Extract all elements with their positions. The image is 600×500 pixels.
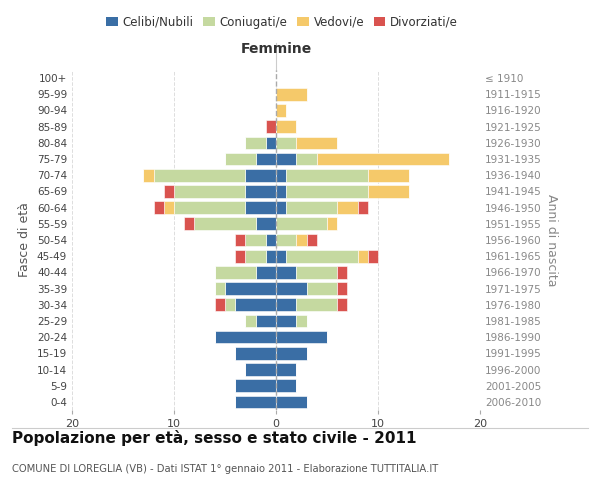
- Bar: [307, 282, 337, 295]
- Bar: [337, 266, 347, 278]
- Bar: [266, 234, 276, 246]
- Bar: [215, 266, 256, 278]
- Bar: [296, 234, 307, 246]
- Text: COMUNE DI LOREGLIA (VB) - Dati ISTAT 1° gennaio 2011 - Elaborazione TUTTITALIA.I: COMUNE DI LOREGLIA (VB) - Dati ISTAT 1° …: [12, 464, 438, 474]
- Bar: [286, 185, 368, 198]
- Bar: [225, 152, 256, 166]
- Bar: [215, 331, 276, 344]
- Bar: [245, 136, 266, 149]
- Bar: [235, 250, 245, 262]
- Bar: [143, 169, 154, 181]
- Legend: Celibi/Nubili, Coniugati/e, Vedovi/e, Divorziati/e: Celibi/Nubili, Coniugati/e, Vedovi/e, Di…: [101, 11, 463, 34]
- Bar: [276, 169, 286, 181]
- Bar: [276, 152, 296, 166]
- Bar: [266, 250, 276, 262]
- Bar: [276, 380, 296, 392]
- Bar: [256, 218, 276, 230]
- Bar: [235, 396, 276, 408]
- Text: Popolazione per età, sesso e stato civile - 2011: Popolazione per età, sesso e stato civil…: [12, 430, 416, 446]
- Bar: [235, 380, 276, 392]
- Bar: [235, 298, 276, 311]
- Bar: [266, 120, 276, 133]
- Bar: [317, 152, 449, 166]
- Bar: [276, 88, 307, 101]
- Bar: [235, 347, 276, 360]
- Bar: [337, 202, 358, 214]
- Bar: [296, 152, 317, 166]
- Bar: [327, 218, 337, 230]
- Bar: [245, 234, 266, 246]
- Bar: [256, 266, 276, 278]
- Bar: [276, 234, 296, 246]
- Bar: [296, 314, 307, 328]
- Bar: [184, 218, 194, 230]
- Bar: [174, 185, 245, 198]
- Bar: [225, 282, 276, 295]
- Bar: [276, 266, 296, 278]
- Bar: [154, 169, 245, 181]
- Bar: [194, 218, 256, 230]
- Bar: [276, 396, 307, 408]
- Bar: [337, 282, 347, 295]
- Bar: [286, 169, 368, 181]
- Bar: [245, 185, 276, 198]
- Bar: [276, 363, 296, 376]
- Bar: [296, 136, 337, 149]
- Bar: [164, 202, 174, 214]
- Bar: [174, 202, 245, 214]
- Bar: [235, 234, 245, 246]
- Bar: [337, 298, 347, 311]
- Bar: [276, 218, 327, 230]
- Bar: [245, 202, 276, 214]
- Bar: [256, 152, 276, 166]
- Y-axis label: Fasce di età: Fasce di età: [19, 202, 31, 278]
- Bar: [358, 202, 368, 214]
- Bar: [154, 202, 164, 214]
- Bar: [276, 185, 286, 198]
- Bar: [245, 314, 256, 328]
- Bar: [307, 234, 317, 246]
- Bar: [276, 298, 296, 311]
- Bar: [276, 347, 307, 360]
- Bar: [296, 298, 337, 311]
- Bar: [358, 250, 368, 262]
- Bar: [368, 169, 409, 181]
- Bar: [296, 266, 337, 278]
- Bar: [225, 298, 235, 311]
- Text: Femmine: Femmine: [241, 42, 311, 56]
- Bar: [286, 250, 358, 262]
- Bar: [368, 250, 378, 262]
- Bar: [286, 202, 337, 214]
- Bar: [276, 282, 307, 295]
- Bar: [276, 331, 327, 344]
- Bar: [368, 185, 409, 198]
- Bar: [276, 136, 296, 149]
- Bar: [276, 120, 296, 133]
- Bar: [276, 104, 286, 117]
- Bar: [245, 250, 266, 262]
- Bar: [256, 314, 276, 328]
- Bar: [215, 282, 225, 295]
- Bar: [276, 202, 286, 214]
- Bar: [245, 363, 276, 376]
- Bar: [276, 314, 296, 328]
- Bar: [215, 298, 225, 311]
- Bar: [266, 136, 276, 149]
- Bar: [164, 185, 174, 198]
- Bar: [245, 169, 276, 181]
- Bar: [276, 250, 286, 262]
- Y-axis label: Anni di nascita: Anni di nascita: [545, 194, 558, 286]
